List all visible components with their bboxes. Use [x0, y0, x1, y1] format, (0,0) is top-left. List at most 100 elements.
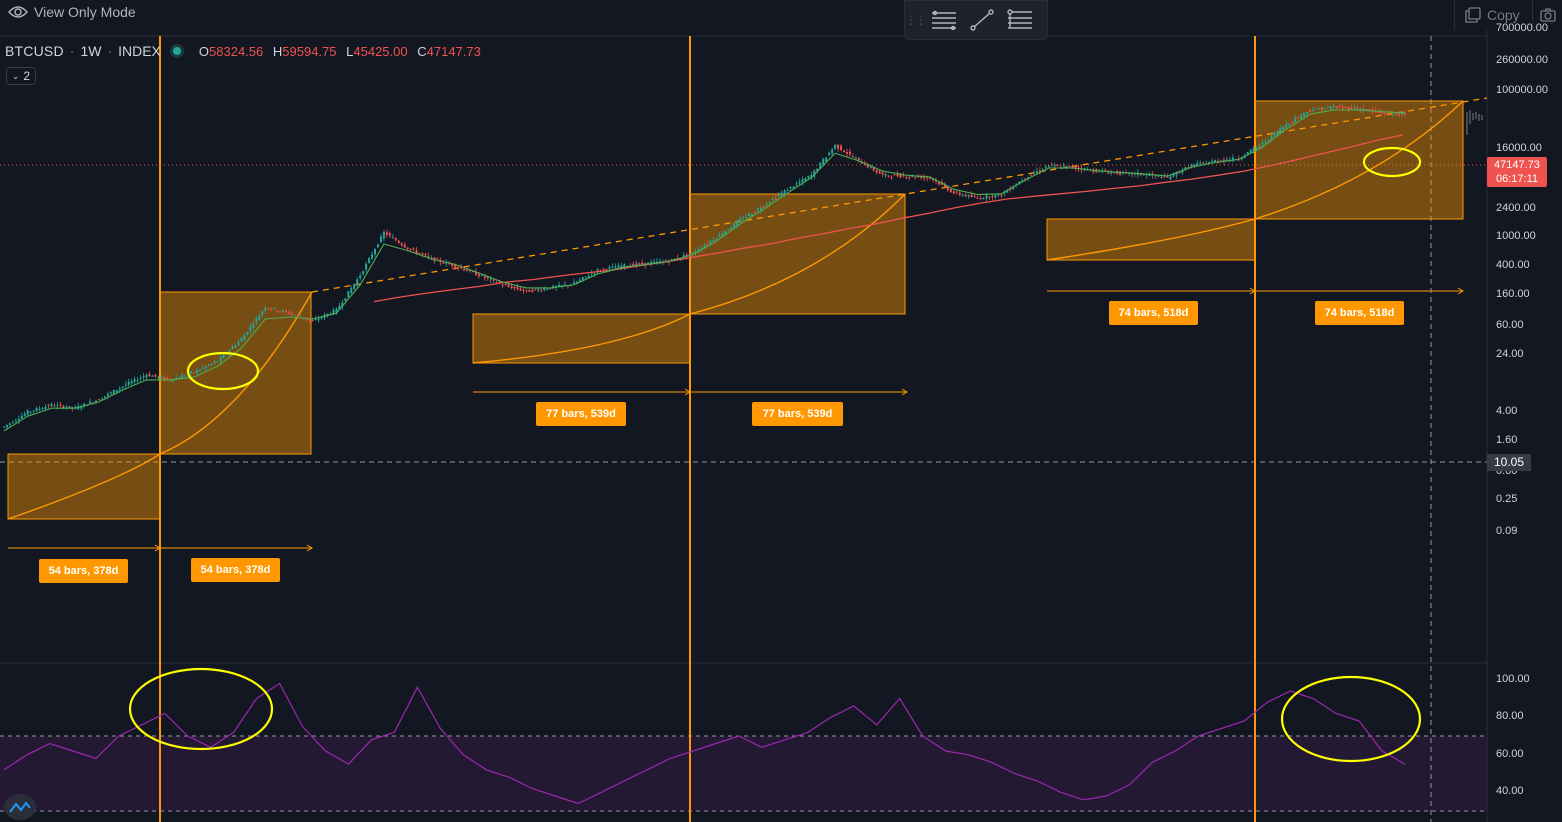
- candle-body: [1279, 128, 1282, 133]
- candle-body: [8, 423, 11, 425]
- cycle-arc-3[interactable]: [1046, 100, 1464, 261]
- candle-body: [952, 191, 955, 194]
- bars-label-2[interactable]: 54 bars, 378d: [191, 558, 280, 582]
- candle-body: [991, 196, 994, 198]
- cycle-box-3b[interactable]: [1254, 100, 1464, 220]
- tradingview-logo[interactable]: [4, 794, 36, 820]
- candle-body: [412, 248, 415, 250]
- arrow-6[interactable]: [1255, 287, 1464, 295]
- candle-body: [753, 211, 756, 213]
- candle-body: [742, 219, 745, 221]
- indicators-collapse-button[interactable]: ⌄ 2: [6, 67, 36, 85]
- candle-body: [293, 315, 296, 317]
- highlight-ellipse-rsi-1[interactable]: [128, 667, 274, 751]
- arrow-5[interactable]: [1047, 287, 1256, 295]
- candle-body: [466, 269, 469, 272]
- bars-label-1[interactable]: 54 bars, 378d: [39, 559, 128, 583]
- highlight-ellipse-rsi-2[interactable]: [1280, 675, 1422, 763]
- last-price-tag: 47147.73 06:17:11: [1487, 157, 1547, 187]
- candle-body: [623, 264, 626, 267]
- cycle-boxes[interactable]: [7, 100, 1464, 520]
- candle-body: [908, 176, 911, 178]
- candle-body: [1211, 160, 1214, 162]
- candle-body: [745, 216, 748, 218]
- highlight-ellipse-2[interactable]: [1362, 146, 1422, 178]
- candle-body: [474, 271, 477, 276]
- candle-body: [848, 151, 851, 155]
- candle-body: [492, 279, 495, 281]
- candle-body: [415, 250, 418, 254]
- candle-body: [932, 178, 935, 180]
- candle-body: [163, 376, 166, 380]
- candle-body: [890, 176, 893, 178]
- bars-label-5[interactable]: 74 bars, 518d: [1109, 301, 1198, 325]
- candle-body: [1297, 117, 1300, 119]
- candle-body: [1062, 165, 1065, 167]
- candle-body: [1285, 124, 1288, 128]
- candle-body: [1383, 112, 1386, 114]
- symbol-interval[interactable]: 1W: [80, 43, 102, 59]
- candle-body: [857, 157, 860, 160]
- candle-body: [923, 177, 926, 179]
- candle-body: [1276, 131, 1279, 136]
- candle-body: [270, 308, 273, 310]
- highlight-ellipse-1[interactable]: [186, 351, 260, 391]
- rsi-axis-tick: 60.00: [1496, 747, 1524, 760]
- price-axis-tick: 1000.00: [1496, 229, 1536, 242]
- bars-label-3[interactable]: 77 bars, 539d: [536, 402, 626, 426]
- halving-lines[interactable]: [159, 36, 1256, 822]
- candle-body: [198, 369, 201, 372]
- cycle-box-1a[interactable]: [7, 453, 161, 520]
- cycle-arc-1[interactable]: [7, 291, 313, 520]
- cycle-box-1b[interactable]: [159, 291, 312, 455]
- cycle-arcs[interactable]: [7, 100, 1464, 520]
- cycle-arc-2[interactable]: [472, 193, 906, 364]
- candle-body: [724, 231, 727, 235]
- screenshot-button[interactable]: [1532, 0, 1562, 30]
- fib-tool[interactable]: [1001, 3, 1039, 37]
- candle-body: [287, 312, 290, 314]
- arrow-2[interactable]: [160, 544, 313, 552]
- dashed-trendline[interactable]: [311, 97, 1488, 293]
- bars-label-6[interactable]: 74 bars, 518d: [1315, 301, 1404, 325]
- candle-body: [967, 195, 970, 197]
- arrow-3[interactable]: [473, 388, 691, 396]
- drag-handle-icon[interactable]: ⋮⋮: [905, 13, 927, 27]
- candle-body: [816, 168, 819, 172]
- price-axis-tick: 2400.00: [1496, 202, 1536, 215]
- arrow-1[interactable]: [8, 544, 161, 552]
- candle-body: [1329, 107, 1332, 110]
- arrow-4[interactable]: [690, 388, 908, 396]
- candle-body: [1377, 112, 1380, 114]
- candle-body: [1386, 113, 1389, 115]
- highlight-ellipses[interactable]: [128, 146, 1422, 763]
- candle-body: [884, 173, 887, 176]
- candle-body: [157, 376, 160, 378]
- candle-body: [11, 422, 14, 424]
- candle-body: [1000, 194, 1003, 196]
- horizontal-lines-tool[interactable]: [925, 3, 963, 37]
- trend-line-tool[interactable]: [963, 3, 1001, 37]
- symbol-legend[interactable]: BTCUSD · 1W · INDEX O58324.56 H59594.75 …: [5, 43, 487, 59]
- cycle-box-3a[interactable]: [1046, 218, 1256, 261]
- candle-body: [175, 377, 178, 380]
- candle-body: [1157, 175, 1160, 177]
- candle-body: [210, 363, 213, 366]
- candle-body: [1306, 111, 1309, 114]
- candle-body: [1344, 106, 1347, 108]
- bars-label-4[interactable]: 77 bars, 539d: [752, 402, 843, 426]
- cycle-box-2b[interactable]: [689, 193, 906, 315]
- candle-body: [519, 288, 522, 291]
- candle-body: [44, 406, 47, 409]
- candle-body: [284, 310, 287, 312]
- bar-count-arrows[interactable]: [8, 287, 1464, 552]
- copy-icon[interactable]: [1465, 7, 1481, 23]
- candle-body: [875, 169, 878, 173]
- candle-body: [828, 152, 831, 156]
- candle-body: [448, 263, 451, 265]
- candle-body: [718, 234, 721, 237]
- cycle-box-2a[interactable]: [472, 313, 691, 364]
- symbol-name[interactable]: BTCUSD: [5, 43, 64, 59]
- copy-button[interactable]: Copy: [1487, 7, 1520, 23]
